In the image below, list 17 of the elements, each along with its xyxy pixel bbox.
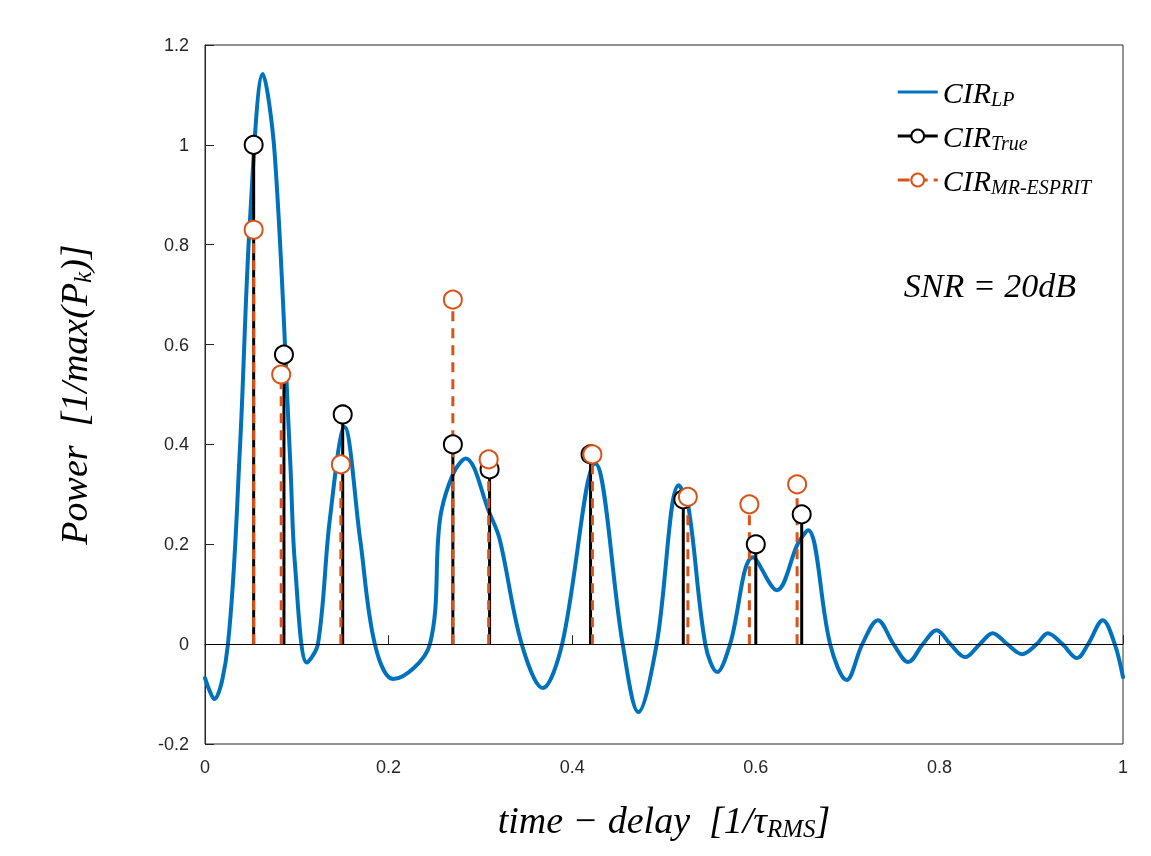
x-tick-label: 0.8 xyxy=(926,757,952,777)
x-axis-title: time − delay [1/τRMS] xyxy=(497,799,831,842)
annotation: SNR = 20dB xyxy=(903,266,1077,304)
x-tick-label: 0.6 xyxy=(743,757,769,777)
y-tick-label: 0.8 xyxy=(163,234,189,255)
y-tick-label: 1 xyxy=(178,134,189,155)
y-tick-label: 1.2 xyxy=(163,35,189,55)
y-axis-title: Power [1/max(Pk)] xyxy=(53,244,96,546)
y-tick-label: 0.4 xyxy=(163,434,189,455)
x-tick-label: 0.2 xyxy=(376,757,402,777)
y-tick-label: -0.2 xyxy=(157,734,189,754)
x-tick-label: 1 xyxy=(1117,757,1129,777)
x-tick-label: 0 xyxy=(199,757,211,777)
y-tick-label: 0.2 xyxy=(163,534,189,555)
x-tick-label: 0.4 xyxy=(559,757,585,777)
y-tick-label: 0 xyxy=(178,634,189,655)
y-tick-label: 0.6 xyxy=(163,334,189,355)
